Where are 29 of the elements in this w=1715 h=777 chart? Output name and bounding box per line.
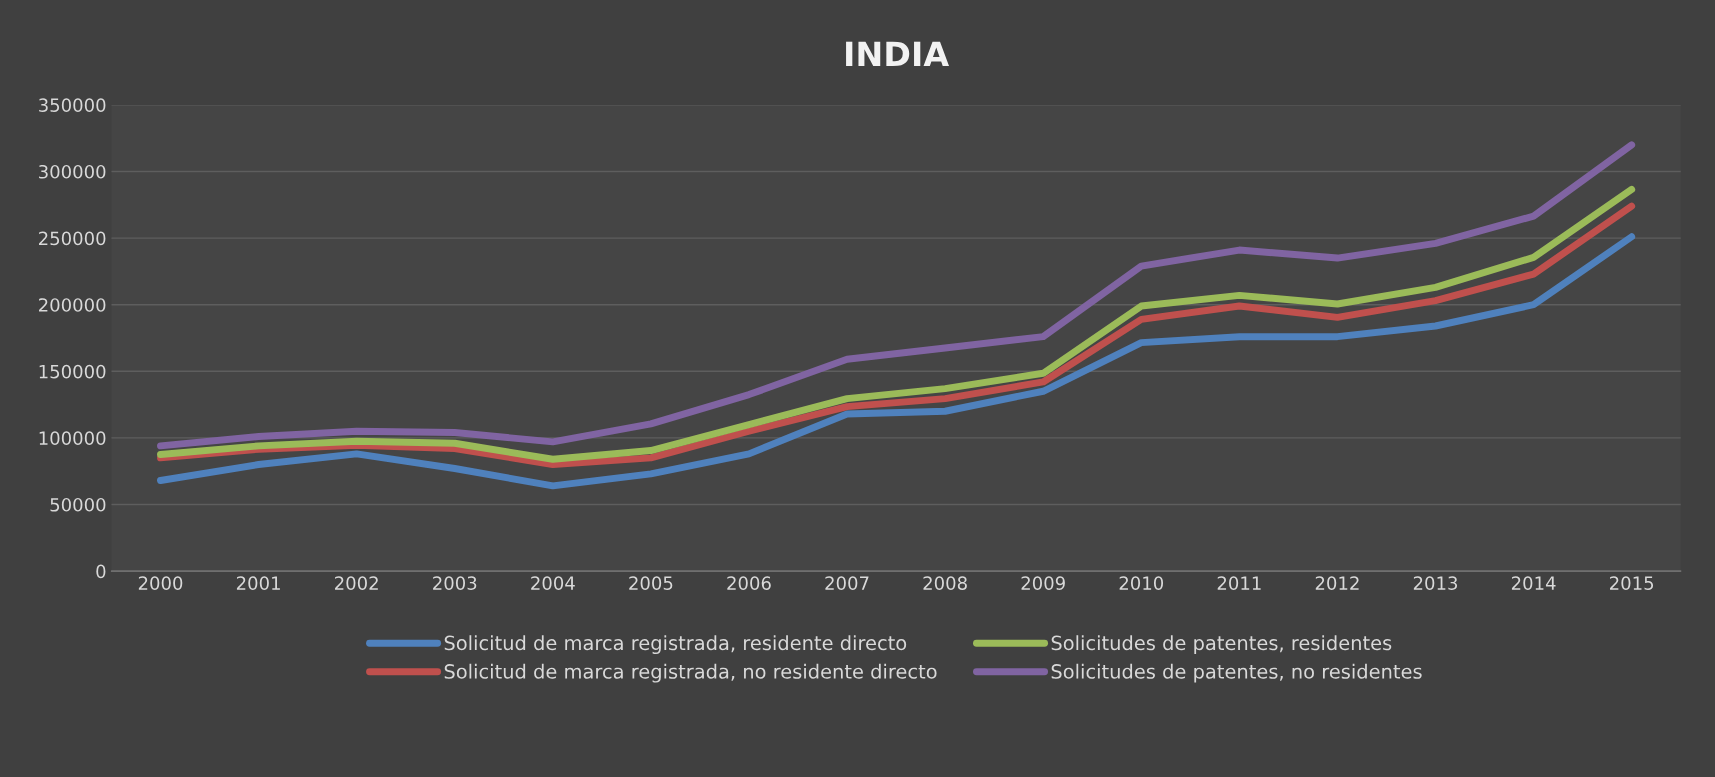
- x-tick-label: 2002: [335, 576, 378, 590]
- legend-label: Solicitudes de patentes, residentes: [1051, 635, 1392, 655]
- y-tick-label: 150000: [39, 364, 106, 379]
- x-tick-label: 2012: [1315, 576, 1359, 590]
- x-tick-label: 2004: [531, 576, 575, 590]
- x-tick-label: 2003: [433, 576, 477, 590]
- y-tick-label: 50000: [50, 497, 106, 512]
- y-tick-label: 300000: [39, 164, 106, 179]
- legend-label: Solicitud de marca registrada, residente directo: [444, 635, 907, 655]
- x-tick-label: 2013: [1413, 576, 1458, 590]
- x-tick-label: 2009: [1021, 576, 1065, 590]
- y-tick-label: 0: [96, 564, 106, 579]
- legend-label: Solicitud de marca registrada, no residente directo: [444, 663, 937, 683]
- legend-label: Solicitudes de patentes, no residentes: [1051, 663, 1422, 683]
- x-tick-label: 2015: [1610, 576, 1654, 590]
- x-tick-label: 2005: [629, 576, 673, 590]
- x-tick-label: 2014: [1511, 576, 1556, 590]
- y-tick-label: 200000: [39, 298, 106, 312]
- x-tick-label: 2007: [825, 576, 869, 590]
- x-tick-label: 2008: [923, 576, 967, 590]
- y-tick-label: 250000: [39, 231, 106, 246]
- y-tick-label: 100000: [39, 431, 106, 446]
- x-tick-label: 2011: [1217, 576, 1261, 590]
- chart-title: INDIA: [846, 41, 950, 67]
- y-tick-label: 350000: [39, 98, 106, 113]
- x-tick-label: 2001: [236, 576, 280, 590]
- x-tick-label: 2010: [1119, 576, 1164, 590]
- x-tick-label: 2000: [138, 576, 183, 590]
- x-tick-label: 2006: [727, 576, 771, 590]
